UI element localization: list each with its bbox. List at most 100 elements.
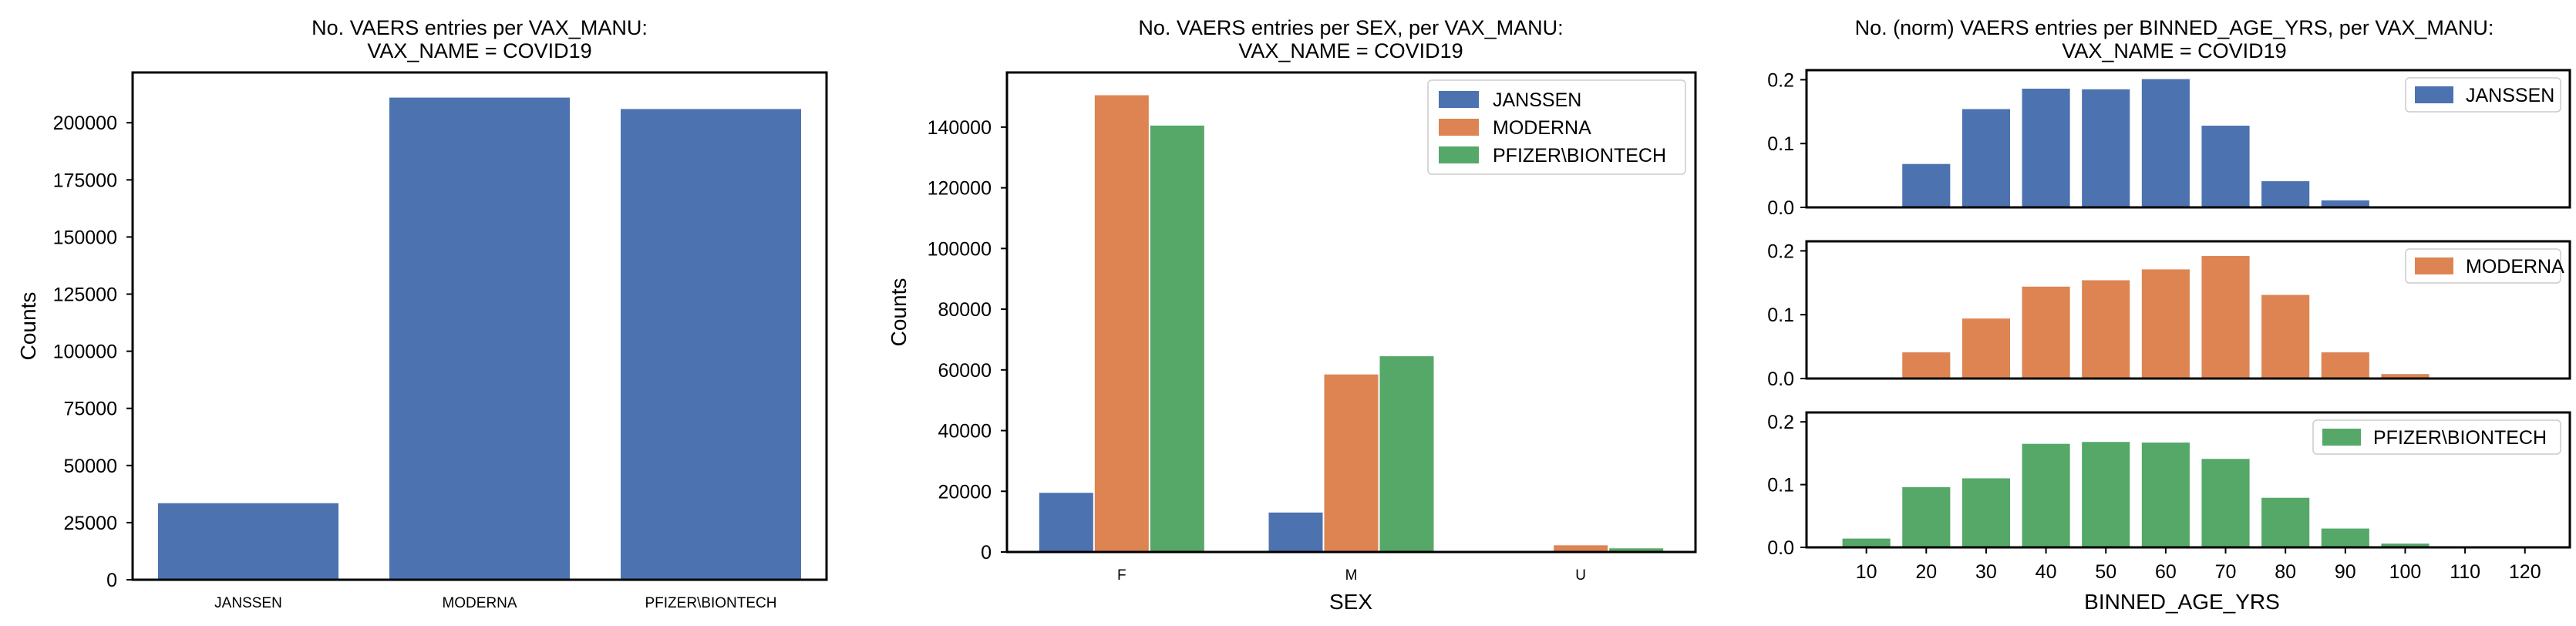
x-tick-label: 70 bbox=[2215, 561, 2237, 583]
bar-janssen-f bbox=[1039, 493, 1093, 552]
y-tick-label: 80000 bbox=[938, 299, 992, 321]
chart2-ylabel: Counts bbox=[887, 278, 911, 347]
y-tick-label: 0 bbox=[106, 570, 117, 591]
chart1-ylabel: Counts bbox=[16, 292, 40, 361]
bar-moderna-20 bbox=[1902, 352, 1951, 379]
bar-moderna-100 bbox=[2381, 374, 2430, 379]
bar-pfizer-biontech-80 bbox=[2261, 497, 2310, 547]
x-tick-label: U bbox=[1575, 567, 1586, 584]
bar-pfizer-biontech-10 bbox=[1842, 538, 1891, 547]
bar-pfizer-biontech-90 bbox=[2321, 528, 2369, 547]
legend-label-pfizer-biontech: PFIZER\BIONTECH bbox=[2373, 427, 2547, 449]
bar-janssen-60 bbox=[2141, 79, 2190, 207]
bar-janssen-50 bbox=[2082, 89, 2130, 207]
bar-janssen-80 bbox=[2261, 181, 2310, 207]
legend-box bbox=[1427, 79, 1686, 175]
bar-moderna-90 bbox=[2321, 352, 2369, 379]
bar-pfizer-biontech-20 bbox=[1902, 486, 1951, 547]
bar-pfizer-biontech-60 bbox=[2141, 443, 2190, 547]
y-tick-label: 0 bbox=[981, 542, 992, 564]
legend-label-janssen: JANSSEN bbox=[2466, 85, 2554, 106]
chart2-subtitle: VAX_NAME = COVID19 bbox=[1238, 39, 1463, 62]
chart-sex-counts: No. VAERS entries per SEX, per VAX_MANU:… bbox=[887, 16, 1697, 614]
legend-swatch-janssen bbox=[2415, 86, 2453, 103]
bar-moderna-40 bbox=[2022, 286, 2070, 379]
y-tick-label: 0.1 bbox=[1767, 305, 1794, 326]
legend-label-janssen: JANSSEN bbox=[1493, 89, 1581, 111]
legend-label-moderna: MODERNA bbox=[1493, 117, 1591, 139]
y-tick-label: 0.1 bbox=[1767, 475, 1794, 496]
bar-pfizer-biontech-100 bbox=[2381, 544, 2430, 547]
subplot-frame bbox=[1805, 240, 2571, 380]
y-tick-label: 0.0 bbox=[1767, 537, 1794, 559]
chart2-legend: JANSSEN MODERNA PFIZER\BIONTECH bbox=[1427, 79, 1686, 175]
x-tick-label: 60 bbox=[2155, 561, 2177, 583]
chart3-plot-area: 0.00.10.2JANSSEN0.00.10.2MODERNA0.00.10.… bbox=[1767, 69, 2571, 583]
y-tick-label: 0.1 bbox=[1767, 133, 1794, 155]
bar-moderna-50 bbox=[2082, 280, 2130, 379]
chart2-xlabel: SEX bbox=[1329, 590, 1372, 614]
bar-moderna bbox=[389, 97, 570, 580]
chart-manufacturer-counts: No. VAERS entries per VAX_MANU: VAX_NAME… bbox=[16, 16, 828, 611]
bar-pfizer-biontech-70 bbox=[2201, 459, 2250, 547]
legend-swatch-moderna bbox=[2415, 257, 2453, 274]
bar-moderna-70 bbox=[2201, 256, 2250, 379]
chart1-plot-area: JANSSEN MODERNA PFIZER\BIONTECH 0 25000 50000… bbox=[53, 97, 801, 611]
y-tick-label: 0.2 bbox=[1767, 69, 1794, 91]
chart3-xlabel: BINNED_AGE_YRS bbox=[2084, 590, 2280, 614]
bar-moderna-30 bbox=[1961, 318, 2010, 379]
subplot-pfizer-biontech: 0.0 0.1 0.2 PFIZER\BIONTECH 10 20 30 40 50 60 70 80… bbox=[1767, 411, 2571, 583]
y-tick-label: 175000 bbox=[53, 170, 117, 191]
y-tick-label: 50000 bbox=[63, 456, 117, 477]
y-tick-label: 100000 bbox=[53, 342, 117, 363]
bar-moderna-80 bbox=[2261, 294, 2310, 379]
x-tick-label: 110 bbox=[2450, 561, 2480, 583]
y-tick-label: 120000 bbox=[928, 178, 992, 200]
bar-janssen-40 bbox=[2022, 89, 2070, 207]
bar-janssen-m bbox=[1268, 512, 1323, 552]
x-tick-label: MODERNA bbox=[442, 595, 517, 611]
chart3-subtitle: VAX_NAME = COVID19 bbox=[2062, 39, 2286, 62]
subplot-moderna: 0.0 0.1 0.2 MODERNA bbox=[1767, 240, 2571, 390]
legend-swatch-moderna bbox=[1439, 119, 1479, 136]
y-tick-label: 75000 bbox=[63, 399, 117, 420]
bar-pfizer-biontech bbox=[621, 109, 801, 581]
chart2-frame bbox=[1005, 71, 1697, 554]
x-tick-label: 100 bbox=[2389, 561, 2422, 583]
legend-swatch-janssen bbox=[1439, 91, 1479, 108]
y-tick-label: 0.0 bbox=[1767, 197, 1794, 219]
legend-label-moderna: MODERNA bbox=[2466, 256, 2564, 278]
x-tick-label: 80 bbox=[2275, 561, 2296, 583]
y-tick-label: 25000 bbox=[63, 513, 117, 534]
chart1-title: No. VAERS entries per VAX_MANU: bbox=[311, 16, 648, 39]
subplot-janssen: 0.0 0.1 0.2 JANSSEN bbox=[1767, 69, 2571, 219]
chart3-title: No. (norm) VAERS entries per BINNED_AGE_… bbox=[1855, 16, 2494, 39]
y-tick-label: 0.0 bbox=[1767, 369, 1794, 390]
chart2-title: No. VAERS entries per SEX, per VAX_MANU: bbox=[1138, 16, 1563, 39]
x-tick-label: 10 bbox=[1856, 561, 1877, 583]
bar-moderna-m bbox=[1324, 374, 1379, 552]
bar-pfizer-biontech-50 bbox=[2082, 442, 2130, 547]
y-tick-label: 60000 bbox=[938, 360, 992, 382]
chart1-subtitle: VAX_NAME = COVID19 bbox=[367, 39, 591, 62]
y-tick-label: 0.2 bbox=[1767, 412, 1794, 433]
legend-swatch-pfizer-biontech bbox=[1439, 146, 1479, 163]
y-tick-label: 20000 bbox=[938, 481, 992, 503]
bar-janssen-30 bbox=[1961, 109, 2010, 207]
chart2-plot-area: F M U 0 20000 40000 60000 80000 100000 120000 1400… bbox=[928, 95, 1664, 584]
x-tick-label: 30 bbox=[1975, 561, 1997, 583]
x-tick-label: 20 bbox=[1915, 561, 1937, 583]
y-tick-label: 140000 bbox=[928, 117, 992, 139]
y-tick-label: 125000 bbox=[53, 284, 117, 306]
bar-janssen-90 bbox=[2321, 200, 2369, 207]
bar-moderna-u bbox=[1554, 545, 1608, 552]
x-tick-label: F bbox=[1117, 567, 1126, 584]
x-tick-label: JANSSEN bbox=[214, 595, 282, 611]
y-tick-label: 200000 bbox=[53, 113, 117, 134]
bar-moderna-60 bbox=[2141, 269, 2190, 379]
bar-pfizer-biontech-m bbox=[1379, 356, 1434, 552]
x-tick-label: 40 bbox=[2036, 561, 2057, 583]
x-tick-label: 50 bbox=[2095, 561, 2116, 583]
bar-pfizer-biontech-40 bbox=[2022, 443, 2070, 547]
